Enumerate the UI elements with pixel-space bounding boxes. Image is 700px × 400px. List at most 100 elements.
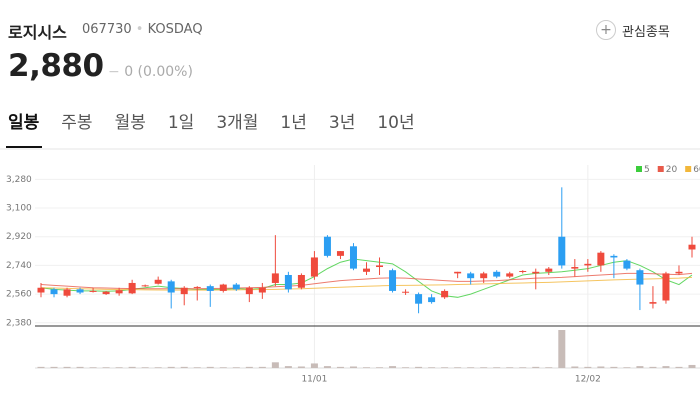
- volume-bar: [284, 366, 292, 368]
- candle-body: [480, 273, 488, 279]
- legend-swatch: [636, 166, 642, 172]
- market: KOSDAQ: [147, 22, 203, 37]
- candle-body: [389, 270, 397, 291]
- candle-body: [102, 291, 110, 295]
- volume-bar: [610, 366, 618, 368]
- volume-bar: [37, 366, 45, 368]
- volume-bar: [584, 366, 592, 368]
- volume-bar: [141, 367, 149, 368]
- candle-body: [180, 287, 188, 295]
- volume-bar: [636, 366, 644, 368]
- candle-body: [454, 271, 462, 274]
- candle-body: [336, 251, 344, 256]
- change-value: 0 (0.00%): [124, 64, 193, 80]
- candle-body: [675, 271, 683, 274]
- ma-line: [40, 258, 693, 298]
- volume-bar: [480, 367, 488, 368]
- candle-body: [441, 290, 449, 298]
- volume-bar: [493, 367, 501, 368]
- candle-body: [141, 285, 149, 287]
- candle-body: [467, 273, 475, 279]
- tab[interactable]: 월봉: [114, 113, 146, 133]
- y-tick-label: 3,280: [6, 175, 32, 185]
- volume-bar: [115, 367, 123, 368]
- volume-bar: [232, 367, 240, 368]
- volume-bar: [597, 366, 605, 368]
- volume-bar: [310, 363, 318, 368]
- tab[interactable]: 일봉: [8, 113, 40, 133]
- tab[interactable]: 1년: [280, 113, 307, 133]
- ma-line: [40, 272, 693, 290]
- y-tick-label: 2,560: [6, 290, 32, 300]
- candle-body: [349, 246, 357, 269]
- tab[interactable]: 주봉: [61, 113, 93, 133]
- candle-body: [310, 257, 318, 277]
- y-tick-label: 2,740: [6, 261, 32, 271]
- volume-bar: [245, 366, 253, 368]
- volume-bar: [545, 367, 553, 368]
- candle-body: [76, 289, 84, 293]
- candle-body: [649, 302, 657, 304]
- volume-bar: [167, 366, 175, 368]
- candle-body: [558, 236, 566, 266]
- ma-line: [40, 276, 693, 291]
- tab[interactable]: 1일: [167, 113, 195, 133]
- candle-body: [493, 271, 501, 277]
- candle-body: [193, 286, 201, 288]
- volume-bar: [297, 366, 305, 368]
- change: − 0 (0.00%): [108, 64, 193, 80]
- volume-bar: [519, 367, 527, 368]
- volume-bar: [50, 366, 58, 368]
- volume-bar: [506, 367, 514, 368]
- legend-label: 60: [693, 165, 700, 175]
- tab[interactable]: 3년: [328, 113, 356, 133]
- candle-body: [571, 267, 579, 269]
- plus-icon: +: [596, 20, 616, 40]
- volume-bar: [532, 366, 540, 368]
- volume-bar: [180, 366, 188, 368]
- volume-bar: [336, 366, 344, 368]
- y-tick-label: 2,920: [6, 232, 32, 242]
- tab[interactable]: 3개월: [216, 113, 259, 133]
- candle-body: [584, 263, 592, 266]
- volume-bar: [154, 367, 162, 368]
- candle-body: [610, 255, 618, 258]
- candle-body: [532, 271, 540, 274]
- x-tick-label: 12/02: [575, 375, 601, 385]
- watch-button[interactable]: + 관심종목: [596, 20, 670, 40]
- y-tick-label: 3,100: [6, 204, 32, 214]
- stock-name: 로지시스: [8, 23, 67, 42]
- volume-bar: [428, 367, 436, 368]
- volume-bar: [389, 366, 397, 368]
- volume-bar: [323, 366, 331, 368]
- candle-body: [50, 289, 58, 295]
- volume-bar: [89, 367, 97, 368]
- candle-body: [688, 244, 696, 250]
- watch-label: 관심종목: [622, 24, 670, 40]
- tabs: 일봉 주봉 월봉 1일 3개월 1년 3년 10년: [8, 108, 437, 133]
- candle-body: [258, 287, 266, 293]
- tab-underline: [6, 146, 42, 148]
- volume-bar: [376, 367, 384, 368]
- candle-body: [376, 265, 384, 268]
- volume-bar: [271, 362, 279, 368]
- candle-body: [428, 297, 436, 303]
- volume-bar: [63, 366, 71, 368]
- candle-body: [519, 271, 527, 273]
- candle-body: [662, 273, 670, 301]
- tab[interactable]: 10년: [377, 113, 415, 133]
- candle-body: [323, 236, 331, 256]
- volume-bar: [688, 364, 696, 368]
- volume-bar: [193, 367, 201, 368]
- y-tick-label: 2,380: [6, 318, 32, 328]
- volume-bar: [571, 366, 579, 368]
- volume-bar: [662, 366, 670, 368]
- candle-body: [37, 287, 45, 293]
- candle-body: [115, 290, 123, 294]
- volume-bar: [219, 367, 227, 368]
- price: 2,880: [8, 48, 104, 84]
- volume-bar: [467, 367, 475, 368]
- legend-label: 5: [644, 165, 650, 175]
- candle-body: [597, 252, 605, 266]
